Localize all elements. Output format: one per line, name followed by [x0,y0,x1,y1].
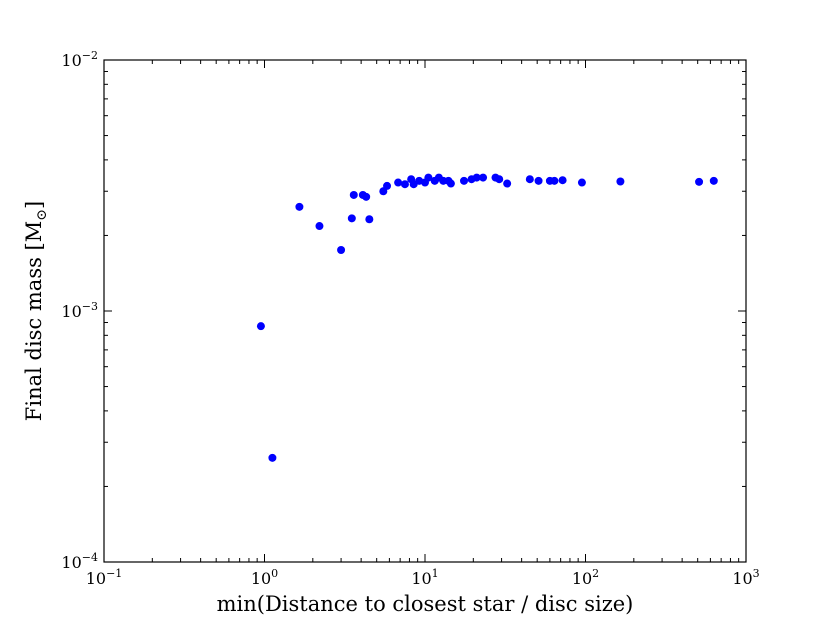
axis-ticks [103,59,747,563]
data-point [394,178,403,187]
data-point [365,215,374,224]
data-point [337,245,346,254]
data-point [525,175,534,184]
x-tick-label: 100 [251,567,278,588]
x-tick-label: 102 [572,567,599,588]
data-point [558,176,567,185]
data-point [534,176,543,185]
data-point [383,181,392,190]
data-point [460,176,469,185]
y-tick-label: 10−3 [61,300,98,321]
axis-tick-labels: 10−1 100 101 102 103 10−4 10−3 10−2 [61,49,759,588]
x-tick-label: 10−1 [86,567,123,588]
data-point [577,178,586,187]
data-point [362,192,371,201]
data-point [315,222,324,231]
data-point [550,176,559,185]
data-point [347,214,356,223]
data-point [479,173,488,182]
data-point [424,173,433,182]
data-points [256,173,718,462]
data-point [503,179,512,188]
x-axis-title: min(Distance to closest star / disc size… [217,592,634,616]
data-point [400,180,409,189]
data-point [446,179,455,188]
y-tick-label: 10−2 [61,49,98,70]
data-point [256,322,265,331]
data-point [472,173,481,182]
data-point [349,190,358,199]
data-point [495,175,504,184]
data-point [695,177,704,186]
x-tick-label: 101 [411,567,438,588]
y-axis-title: Final disc mass [M⊙] [22,201,50,421]
data-point [268,453,277,462]
data-point [709,176,718,185]
data-point [295,202,304,211]
y-tick-label: 10−4 [61,551,98,572]
plot-frame [103,59,747,563]
x-tick-label: 103 [732,567,759,588]
data-point [616,177,625,186]
